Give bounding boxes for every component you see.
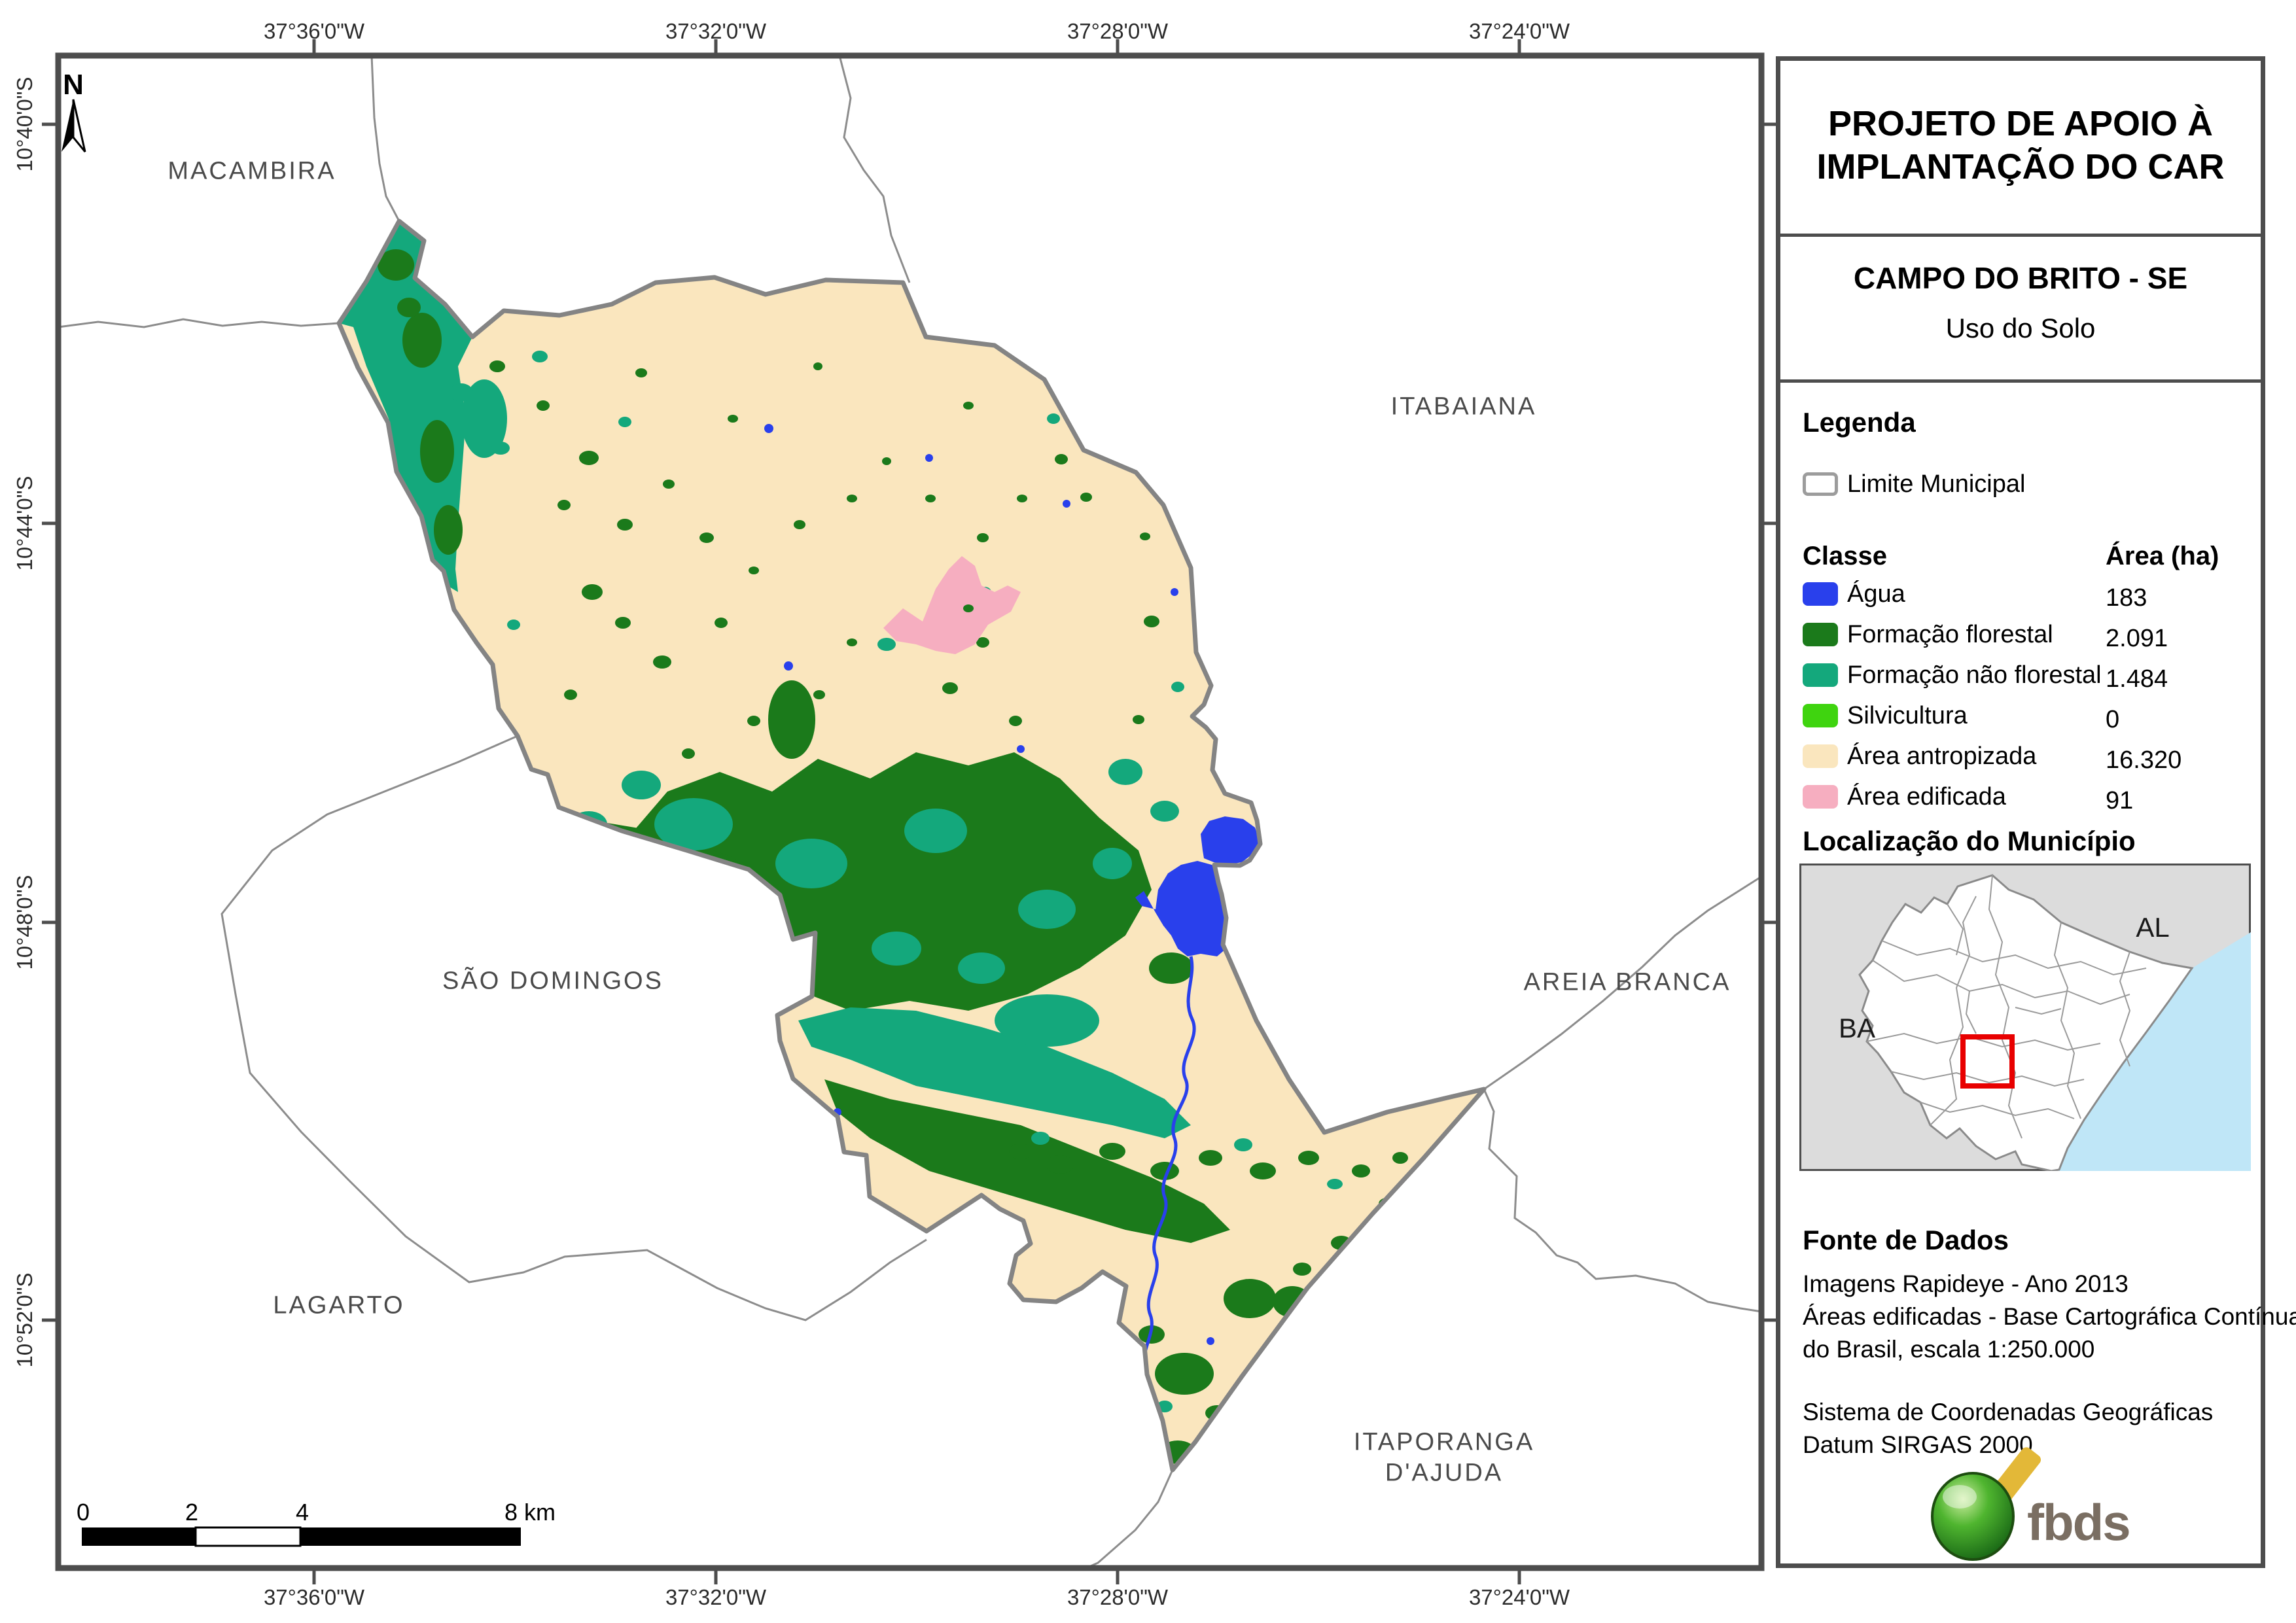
area-antropizada-swatch [1803, 744, 1838, 768]
area-edificada-swatch [1803, 785, 1838, 809]
formacao-nao-florestal-label: Formação não florestal [1847, 661, 2102, 689]
axis-label-left-3: 10°48'0"S [12, 875, 37, 970]
legend-row-antropizada: Área antropizada [1803, 741, 2036, 771]
map-type-subtitle: Uso do Solo [1945, 313, 2096, 343]
project-title-line2: IMPLANTAÇÃO DO CAR [1816, 147, 2225, 186]
sidebar-divider-1 [1780, 234, 2261, 237]
municipality-boundary [336, 218, 1487, 1473]
agua-swatch [1803, 582, 1838, 606]
inset-municipal-lines [1866, 875, 2147, 1139]
silvicultura-area: 0 [2106, 706, 2120, 733]
agua-label: Água [1847, 580, 1905, 608]
axis-label-top-4: 37°24'0"W [1468, 19, 1570, 43]
neighbor-boundaries [58, 55, 1762, 1569]
agua-area: 183 [2106, 584, 2147, 612]
axis-label-bottom-4: 37°24'0"W [1468, 1585, 1570, 1609]
scalebar-label-4: 4 [295, 1499, 309, 1526]
scalebar-label-8km: 8 km [504, 1499, 556, 1526]
lake [1135, 816, 1260, 956]
neighbor-label-lagarto: LAGARTO [273, 1291, 405, 1319]
limite-municipal-swatch [1803, 472, 1838, 496]
neighbor-label-areia-branca: AREIA BRANCA [1523, 968, 1731, 996]
inset-highlight-square [1960, 1034, 2015, 1089]
axis-label-bottom-1: 37°36'0"W [263, 1585, 365, 1609]
silvicultura-label: Silvicultura [1847, 701, 1968, 729]
legend-limite-row: Limite Municipal [1803, 469, 2025, 499]
legend-col-classe: Classe [1803, 542, 1887, 570]
neighbor-label-itabaiana: ITABAIANA [1390, 393, 1537, 421]
axis-label-top-1: 37°36'0"W [263, 19, 365, 43]
formacao-nao-florestal-patches [339, 221, 1184, 692]
inset-label-al: AL [2136, 912, 2170, 943]
fonte-heading: Fonte de Dados [1803, 1225, 2009, 1255]
formacao-florestal-label: Formação florestal [1847, 620, 2053, 648]
edificada-speck [963, 604, 974, 612]
axis-label-bottom-2: 37°32'0"W [665, 1585, 767, 1609]
north-arrow-icon [62, 99, 86, 152]
axis-label-top-3: 37°28'0"W [1067, 19, 1169, 43]
area-edificada-area: 91 [2106, 787, 2134, 814]
neighbor-label-itaporanga-1: ITAPORANGA [1353, 1428, 1535, 1456]
inset-ocean [2055, 932, 2251, 1171]
scale-bar [82, 1526, 521, 1547]
legend-row-silvicultura: Silvicultura [1803, 701, 1968, 731]
municipality-title: CAMPO DO BRITO - SE [1853, 261, 2188, 295]
formacao-florestal-swatch [1803, 623, 1838, 646]
axis-label-top-2: 37°32'0"W [665, 19, 767, 43]
area-edificada-label: Área edificada [1847, 782, 2006, 811]
inset-heading: Localização do Município [1803, 826, 2136, 856]
neighbor-label-sao-domingos: SÃO DOMINGOS [442, 967, 663, 995]
fbds-logo-text: fbds [2027, 1493, 2131, 1551]
neighbor-label-macambira: MACAMBIRA [168, 157, 336, 185]
legend-heading: Legenda [1803, 407, 1916, 438]
axis-label-left-2: 10°44'0"S [12, 476, 37, 571]
sidebar-title-block: PROJETO DE APOIO À IMPLANTAÇÃO DO CAR [1776, 56, 2265, 234]
project-title-line1: PROJETO DE APOIO À [1828, 103, 2214, 143]
formacao-nao-florestal-swatch [1803, 663, 1838, 687]
area-antropizada-label: Área antropizada [1847, 742, 2037, 770]
limite-municipal-label: Limite Municipal [1847, 470, 2026, 498]
legend-row-nao-florestal: Formação não florestal [1803, 660, 2102, 690]
ponds [764, 424, 1214, 1345]
sidebar-panel [1776, 56, 2265, 1568]
silvicultura-swatch [1803, 704, 1838, 727]
fonte-line-3: do Brasil, escala 1:250.000 [1803, 1336, 2095, 1363]
fbds-logo-icon [1931, 1447, 2041, 1561]
axis-label-left-4: 10°52'0"S [12, 1272, 37, 1368]
map-frame [42, 39, 1778, 1584]
inset-state-sergipe [1858, 874, 2194, 1171]
neighbor-label-itaporanga-2: D'AJUDA [1385, 1459, 1504, 1487]
formacao-nao-florestal-area: 1.484 [2106, 665, 2168, 693]
area-antropizada-area: 16.320 [2106, 746, 2182, 774]
inset-label-ba: BA [1838, 1013, 1876, 1043]
fonte-line-4: Sistema de Coordenadas Geográficas [1803, 1399, 2214, 1425]
fonte-line-2: Áreas edificadas - Base Cartográfica Con… [1803, 1303, 2296, 1330]
axis-label-left-1: 10°40'0"S [12, 77, 37, 172]
legend-row-edificada: Área edificada [1803, 782, 2006, 812]
legend-row-florestal: Formação florestal [1803, 620, 2053, 650]
fonte-line-1: Imagens Rapideye - Ano 2013 [1803, 1270, 2128, 1297]
scalebar-label-0: 0 [76, 1499, 90, 1526]
fonte-line-5: Datum SIRGAS 2000 [1803, 1431, 2033, 1458]
inset-map [1799, 864, 2251, 1171]
scalebar-label-2: 2 [185, 1499, 199, 1526]
legend-row-agua: Água [1803, 579, 1905, 609]
area-edificada-patch [883, 556, 1021, 654]
legend-col-area: Área (ha) [2106, 542, 2219, 570]
axis-label-bottom-3: 37°28'0"W [1067, 1585, 1169, 1609]
north-arrow-label: N [63, 69, 84, 101]
formacao-florestal-area: 2.091 [2106, 625, 2168, 652]
sidebar-divider-2 [1780, 379, 2261, 383]
